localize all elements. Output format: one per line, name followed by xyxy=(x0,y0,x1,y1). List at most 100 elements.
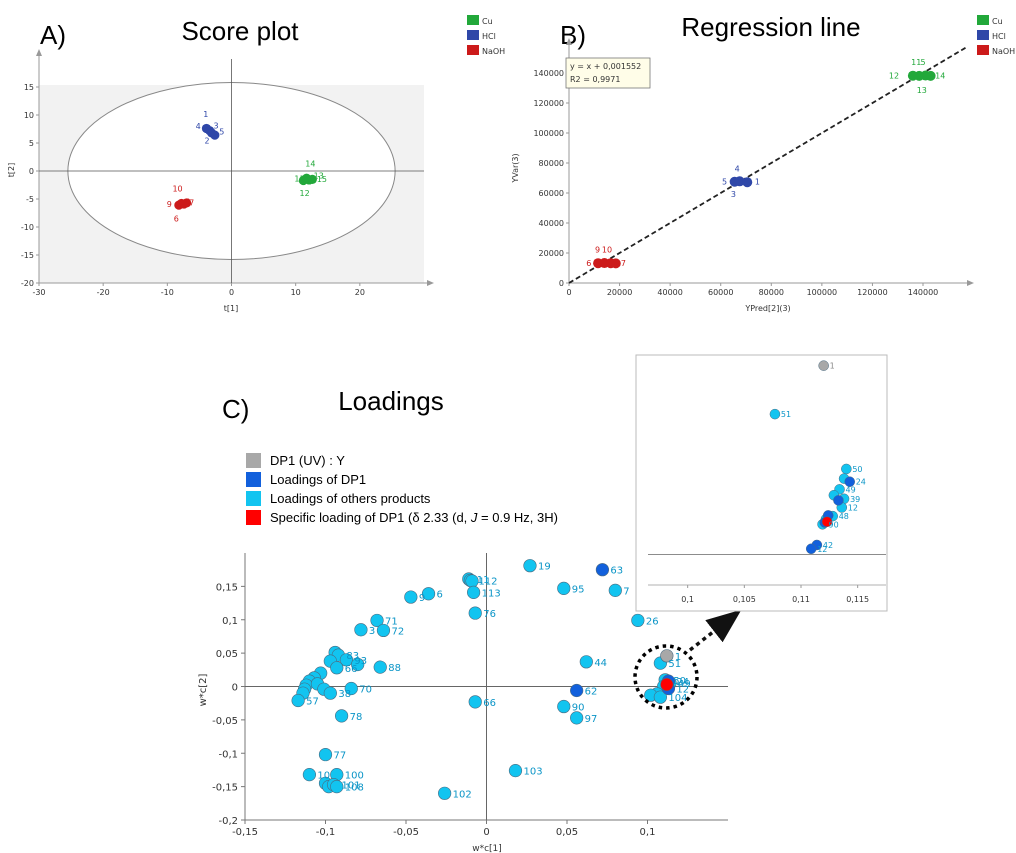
panel-a-point-label: 4 xyxy=(196,122,201,131)
panel-c-point xyxy=(339,653,354,667)
panel-c-point xyxy=(370,613,384,628)
inset-point-label: 42 xyxy=(823,541,833,550)
panel-c-point-label: 44 xyxy=(594,658,607,669)
zoom-arrow xyxy=(688,609,742,652)
panel-a-ytick-label: 10 xyxy=(24,111,34,120)
panel-a-point xyxy=(307,174,317,184)
panel-b-legend-label: Cu xyxy=(992,17,1003,26)
panel-c-point-label: 62 xyxy=(585,687,598,698)
panel-c-xtick-label: -0,15 xyxy=(232,827,258,838)
panel-c-point-label: 97 xyxy=(585,714,598,725)
inset-point xyxy=(818,360,829,371)
panel-b-title: Regression line xyxy=(681,12,860,42)
panel-c-point xyxy=(438,786,452,800)
panel-c-legend-label: Specific loading of DP1 (δ 2.33 (d, J = … xyxy=(270,510,558,525)
panel-b-xtick-label: 100000 xyxy=(807,288,838,297)
panel-c-point xyxy=(330,661,344,675)
inset-point-label: 39 xyxy=(850,495,860,504)
panel-b-xtick-label: 60000 xyxy=(708,288,733,297)
panel-c-point-label: 66 xyxy=(483,698,496,709)
panel-b-xtick-label: 120000 xyxy=(857,288,888,297)
inset-point-label: 12 xyxy=(817,545,827,554)
panel-c-xlabel: w*c[1] xyxy=(472,844,502,853)
panel-c-point-label: 51 xyxy=(668,659,681,670)
panel-c-point-label: 24 xyxy=(676,677,689,688)
panel-c-point xyxy=(508,764,523,778)
panel-c-point-label: 70 xyxy=(359,685,372,696)
panel-c-point-label: 3 xyxy=(369,626,375,637)
panel-c-xtick-label: 0 xyxy=(483,827,489,838)
panel-b-xlabel: YPred[2](3) xyxy=(744,304,790,313)
panel-c-point-label: 90 xyxy=(572,703,585,714)
panel-b-xtick-label: 20000 xyxy=(607,288,632,297)
panel-c-legend-label-part: = 0.9 Hz, 3H) xyxy=(477,510,558,525)
panel-a-point-label: 14 xyxy=(305,160,315,169)
panel-a-legend-swatch xyxy=(467,45,479,55)
panel-c-xtick-label: -0,05 xyxy=(393,827,419,838)
panel-c-point xyxy=(595,563,610,577)
panel-c-ytick-label: 0,05 xyxy=(216,649,238,660)
panel-b-point-label: 12 xyxy=(889,72,899,81)
panel-b-ytick-label: 120000 xyxy=(533,99,564,108)
inset-point xyxy=(844,476,855,487)
panel-c-point xyxy=(631,613,645,628)
panel-c-point-label: 108 xyxy=(345,783,364,794)
inset-point xyxy=(821,516,833,527)
panel-a-legend-swatch xyxy=(467,15,479,25)
panel-c-point xyxy=(468,695,482,709)
panel-c-point-label: 9 xyxy=(419,593,425,604)
panel-a-xtick-label: -30 xyxy=(32,288,45,297)
panel-a-ylabel: t[2] xyxy=(7,163,16,177)
panel-c-title: Loadings xyxy=(338,386,444,416)
panel-a-points xyxy=(174,123,317,210)
panel-a-legend-swatch xyxy=(467,30,479,40)
panel-c-xtick-label: 0,1 xyxy=(640,827,656,838)
panel-c-ytick-label: -0,05 xyxy=(212,716,238,727)
panel-c-legend-label-part: Specific loading of DP1 (δ 2.33 (d, xyxy=(270,510,471,525)
panel-c-point-label: 77 xyxy=(334,751,347,762)
panel-c-point-label: 7 xyxy=(623,586,629,597)
panel-c-point xyxy=(557,581,571,595)
panel-c-point-label: 1 xyxy=(675,652,681,663)
panel-c-legend-label: Loadings of others products xyxy=(270,491,431,506)
panel-a-xtick-label: 0 xyxy=(229,288,234,297)
panel-c-point xyxy=(404,590,418,604)
panel-a-ytick-label: 0 xyxy=(29,167,34,176)
panel-b-ytick-label: 40000 xyxy=(539,219,564,228)
inset-point-label: 51 xyxy=(781,410,791,419)
panel-a-point-label: 15 xyxy=(317,175,327,184)
panel-c-point xyxy=(570,711,584,725)
panel-c-point xyxy=(335,709,349,723)
panel-b-point-label: 3 xyxy=(731,190,736,199)
panel-c-ytick-label: 0 xyxy=(232,683,238,694)
panel-b-ytick-label: 20000 xyxy=(539,249,564,258)
panel-c-point-label: 103 xyxy=(523,767,542,778)
panel-b-ytick-label: 0 xyxy=(559,279,564,288)
panel-b-point-label: 14 xyxy=(935,72,945,81)
panel-c-point xyxy=(376,623,391,638)
panel-a-point-label: 9 xyxy=(167,200,172,209)
panel-b-x-arrow xyxy=(967,280,974,286)
panel-a-point-label: 2 xyxy=(205,137,210,146)
inset-point xyxy=(833,495,844,506)
panel-c-point xyxy=(354,623,368,637)
panel-c-point-label: 104 xyxy=(668,693,687,704)
panel-c-point-label: 19 xyxy=(538,562,551,573)
panel-a-point xyxy=(210,130,220,140)
panel-a-ytick-label: 5 xyxy=(29,139,34,148)
inset-point xyxy=(841,463,852,475)
panel-c-point xyxy=(523,559,537,573)
panel-b-xtick-label: 80000 xyxy=(759,288,784,297)
panel-b-point-label: 1 xyxy=(755,178,760,187)
panel-c-point xyxy=(318,747,333,762)
panel-c-point xyxy=(660,649,674,663)
panel-c-point-label: 78 xyxy=(350,712,363,723)
panel-b-point-label: 9 xyxy=(595,246,600,255)
inset-point-label: 24 xyxy=(856,478,866,487)
panel-a-point-label: 10 xyxy=(172,185,182,194)
panel-a-ytick-label: 15 xyxy=(24,83,34,92)
